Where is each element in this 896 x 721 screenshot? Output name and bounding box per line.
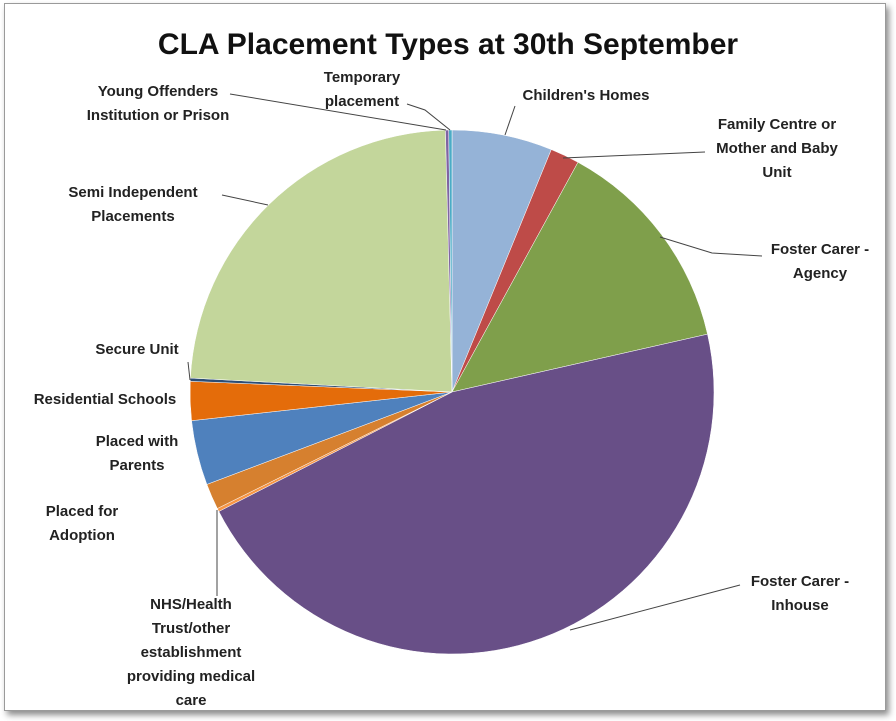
chart-title: CLA Placement Types at 30th September: [157, 28, 739, 61]
slice-label: Foster Carer - Inhouse: [750, 573, 850, 614]
leader-line: [659, 236, 763, 257]
slice-label: Family Centre or Mother and Baby Unit: [716, 116, 838, 181]
slice-label: Placed for Adoption: [45, 503, 119, 544]
pie-slice: [190, 129, 453, 393]
slice-label: Secure Unit: [95, 341, 179, 358]
slice-label: Foster Carer - Agency: [770, 241, 870, 282]
slice-label: Placed with Parents: [95, 433, 179, 474]
leader-line: [569, 584, 741, 631]
pie-slice: [218, 333, 715, 655]
leader-line: [229, 93, 447, 131]
leader-line: [406, 103, 451, 131]
leader-line: [187, 361, 191, 381]
leader-line: [504, 105, 516, 136]
pie-slice: [448, 129, 453, 393]
leader-line: [221, 194, 269, 206]
slice-label: NHS/Health Trust/other establishment pro…: [126, 596, 256, 709]
slice-label: Semi Independent Placements: [68, 184, 198, 225]
pie-slice: [451, 161, 708, 393]
slice-label: Children's Homes: [522, 87, 650, 104]
slice-label: Young Offenders Institution or Prison: [86, 83, 230, 124]
leader-line: [562, 151, 706, 159]
slice-label: Temporary placement: [323, 69, 401, 110]
slice-label: Residential Schools: [33, 391, 177, 408]
